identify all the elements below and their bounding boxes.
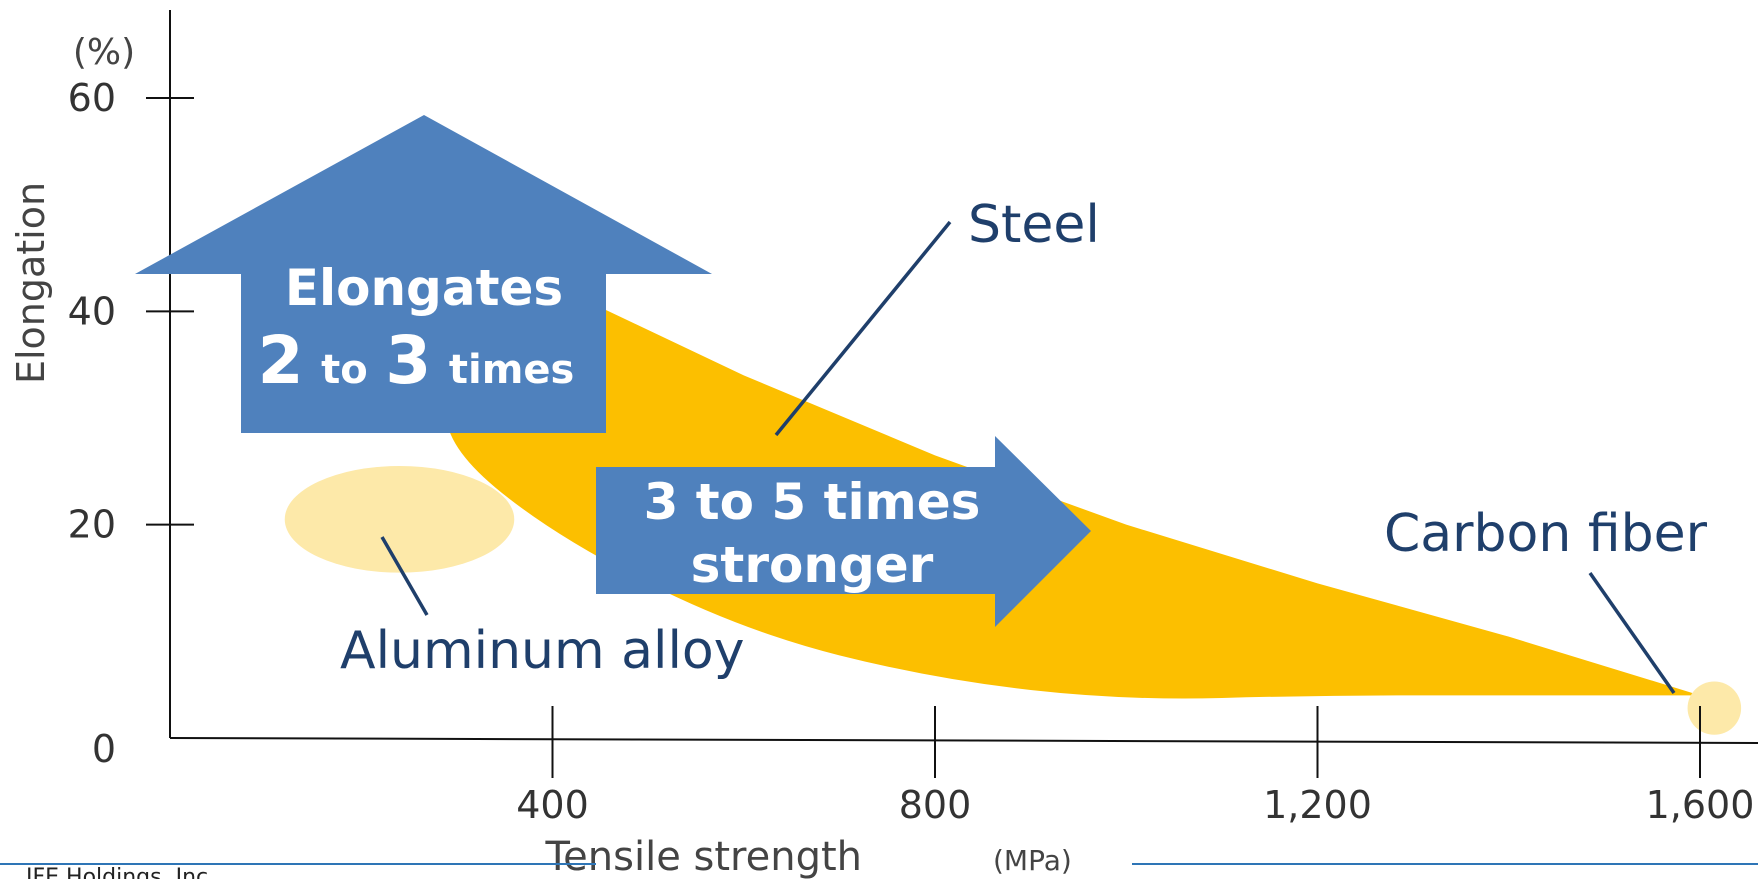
x-tick-label-800: 800 [899, 783, 972, 827]
y-tick-label-60: 60 [68, 76, 116, 120]
strength-arrow-line2: stronger [691, 536, 934, 594]
carbon-label: Carbon fiber [1384, 504, 1708, 564]
steel-region [445, 284, 1700, 699]
elongation-arrow-word2: times [449, 347, 574, 393]
x-axis-line [169, 737, 1758, 744]
steel-leader-line [774, 220, 952, 437]
y-tick-label-20: 20 [68, 503, 116, 547]
elongation-arrow-num1: 2 [258, 322, 304, 399]
aluminum-leader-line [380, 536, 429, 616]
strength-arrow-line1: 3 to 5 times [644, 473, 981, 531]
elongation-arrow-num2: 3 [385, 322, 431, 399]
elongation-arrow-line2: 2 to 3 times [258, 322, 575, 399]
carbon-fiber-region [1687, 681, 1742, 735]
steel-label: Steel [968, 195, 1100, 255]
y-ticks: 0 20 40 60 [68, 76, 194, 771]
y-axis-unit: (%) [73, 32, 135, 73]
elongation-arrow-word1: to [321, 347, 368, 393]
elongation-arrow-line1: Elongates [285, 259, 563, 317]
carbon-leader-line [1588, 571, 1676, 695]
y-tick-label-40: 40 [68, 289, 116, 333]
y-tick-label-0: 0 [92, 727, 116, 771]
x-axis-unit: (MPa) [993, 844, 1072, 877]
x-tick-label-1200: 1,200 [1263, 783, 1372, 827]
x-tick-label-400: 400 [516, 783, 589, 827]
aluminum-label: Aluminum alloy [340, 621, 745, 681]
x-axis-title: Tensile strength [545, 834, 862, 879]
aluminum-alloy-region [284, 465, 515, 573]
elongation-arrow [135, 115, 712, 433]
strength-arrow [596, 436, 1091, 627]
footer-credit: JFE Holdings, Inc. [24, 865, 215, 879]
x-ticks: 400 800 1,200 1,600 [516, 706, 1754, 827]
y-axis-title: Elongation [9, 182, 53, 384]
x-tick-label-1600: 1,600 [1646, 783, 1755, 827]
